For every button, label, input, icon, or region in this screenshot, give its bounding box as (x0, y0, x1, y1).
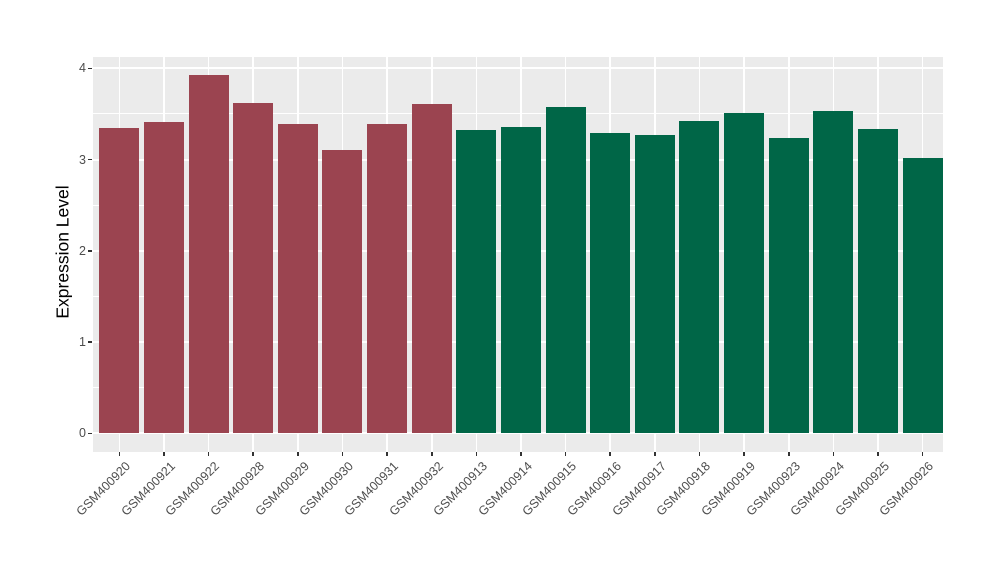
x-tick-mark-GSM400925 (877, 452, 879, 456)
y-tick-mark-0 (88, 432, 92, 435)
x-tick-mark-GSM400923 (787, 452, 790, 456)
bar-GSM400915 (545, 106, 586, 434)
x-tick-mark-GSM400913 (475, 452, 478, 456)
y-tick-mark-1 (88, 341, 92, 343)
gridline-major-y0 (93, 432, 943, 435)
gridline-major-y4 (93, 67, 943, 70)
bar-GSM400920 (99, 127, 140, 434)
y-tick-label-2: 2 (79, 243, 86, 258)
bar-GSM400931 (367, 123, 408, 434)
bar-GSM400919 (724, 113, 765, 434)
y-tick-label-4: 4 (79, 61, 86, 76)
bar-GSM400932 (411, 103, 452, 434)
x-tick-mark-GSM400932 (430, 452, 433, 456)
y-tick-mark-4 (88, 67, 92, 70)
gridline-minor-y3.5 (93, 113, 943, 115)
x-tick-mark-GSM400916 (609, 452, 612, 456)
x-tick-mark-GSM400919 (743, 452, 745, 456)
bar-GSM400923 (768, 137, 809, 434)
bar-GSM400930 (322, 149, 363, 434)
x-tick-mark-GSM400922 (207, 452, 210, 456)
x-tick-mark-GSM400924 (832, 452, 835, 456)
bar-GSM400921 (143, 122, 184, 434)
bar-GSM400926 (902, 157, 943, 434)
y-tick-mark-3 (88, 158, 92, 161)
x-tick-mark-GSM400914 (520, 452, 522, 456)
x-tick-mark-GSM400917 (654, 452, 656, 456)
bar-GSM400925 (858, 128, 898, 434)
x-tick-mark-GSM400918 (698, 452, 701, 456)
y-tick-label-1: 1 (79, 335, 86, 350)
bar-GSM400914 (500, 126, 541, 434)
y-tick-label-3: 3 (79, 152, 86, 167)
bar-GSM400922 (188, 74, 229, 434)
bar-GSM400929 (277, 123, 318, 434)
bar-GSM400913 (456, 130, 497, 434)
x-tick-mark-GSM400931 (386, 452, 388, 456)
bar-GSM400928 (233, 102, 274, 434)
x-tick-mark-GSM400930 (341, 452, 344, 456)
bar-GSM400916 (590, 133, 631, 434)
y-tick-mark-2 (88, 250, 92, 252)
bar-GSM400924 (813, 111, 854, 434)
x-tick-mark-GSM400920 (118, 452, 121, 456)
x-tick-mark-GSM400921 (163, 452, 165, 456)
x-tick-mark-GSM400915 (564, 452, 567, 456)
x-tick-mark-GSM400926 (921, 452, 924, 456)
x-tick-mark-GSM400928 (252, 452, 254, 456)
plot-panel (93, 57, 943, 452)
x-tick-mark-GSM400929 (297, 452, 299, 456)
y-tick-label-0: 0 (79, 426, 86, 441)
bar-GSM400918 (679, 121, 720, 434)
bar-GSM400917 (634, 134, 675, 434)
